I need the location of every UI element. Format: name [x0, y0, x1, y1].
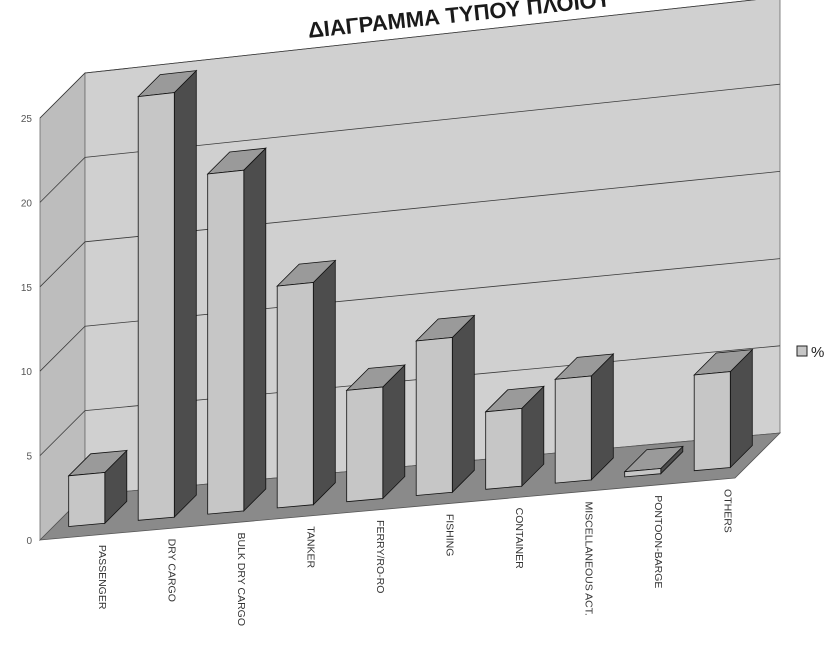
x-category-label: DRY CARGO	[165, 539, 177, 602]
bar-1	[67, 449, 128, 527]
x-category-label: FERRY/RO-RO	[374, 520, 386, 593]
x-category-label: BULK DRY CARGO	[235, 532, 247, 626]
bar-side	[312, 259, 336, 506]
bar-front	[485, 407, 523, 490]
bar-5	[345, 364, 406, 503]
y-tick-label: 5	[26, 452, 32, 463]
bar-side	[451, 314, 475, 494]
bar-6	[415, 314, 476, 496]
gridline	[39, 345, 781, 456]
gridline	[39, 258, 781, 372]
x-category-label: FISHING	[443, 514, 455, 557]
bar-front	[346, 386, 384, 503]
x-category-label: OTHERS	[721, 489, 733, 533]
bar-7	[484, 385, 545, 490]
bar-front	[554, 375, 592, 484]
bar-front	[207, 169, 245, 515]
x-category-label: MISCELLANEOUS ACT.	[582, 501, 594, 615]
bar-2	[137, 69, 198, 521]
bar-front	[693, 371, 731, 472]
y-tick-label: 20	[21, 198, 33, 209]
x-category-label: PONTOON-BARGE	[652, 495, 664, 588]
x-category-label: PASSENGER	[96, 545, 108, 610]
bar-front	[624, 468, 662, 478]
bar-side	[382, 364, 406, 500]
x-category-label: CONTAINER	[513, 508, 525, 569]
bar-9	[623, 445, 684, 478]
y-tick-label: 10	[21, 367, 33, 378]
legend: %	[796, 344, 824, 361]
y-tick-label: 15	[21, 283, 33, 294]
bar-4	[276, 259, 337, 509]
legend-swatch	[796, 345, 808, 357]
gridline	[39, 171, 781, 288]
bar-side	[173, 69, 197, 519]
bar-10	[693, 348, 754, 472]
bar-front	[276, 282, 314, 509]
y-tick-label: 0	[26, 536, 32, 547]
bar-8	[554, 353, 615, 484]
bar-front	[137, 92, 175, 521]
gridline	[39, 0, 757, 119]
x-category-label: TANKER	[304, 526, 316, 568]
bar-side	[243, 147, 267, 512]
gridline	[39, 83, 781, 203]
legend-label: %	[811, 344, 824, 361]
bar-front	[68, 472, 106, 527]
bar-3	[206, 147, 267, 515]
bar-front	[415, 337, 453, 496]
y-tick-label: 25	[21, 114, 33, 125]
